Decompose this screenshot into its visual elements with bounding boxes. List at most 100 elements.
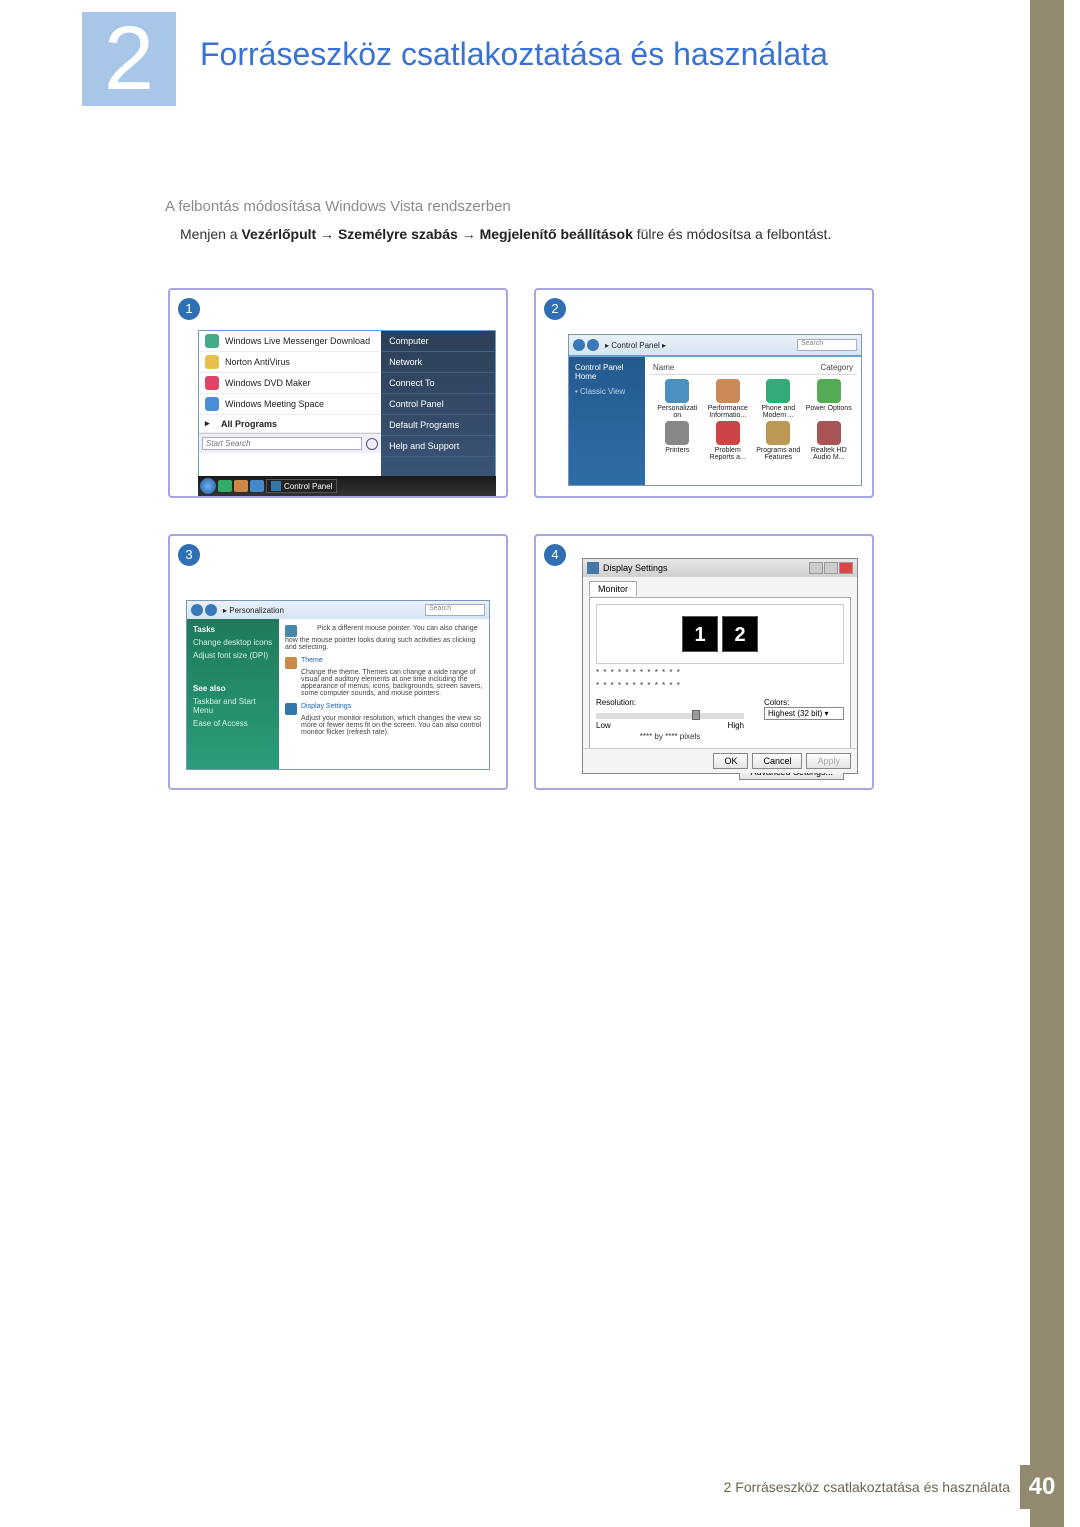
instruction-prefix: Menjen a bbox=[180, 226, 241, 242]
cancel-button[interactable]: Cancel bbox=[752, 753, 802, 769]
start-menu-left: Windows Live Messenger Download Norton A… bbox=[199, 331, 381, 485]
maximize-icon[interactable] bbox=[824, 562, 838, 574]
monitor-2[interactable]: 2 bbox=[722, 616, 758, 652]
taskbar: Control Panel bbox=[198, 476, 496, 496]
phone-icon bbox=[766, 379, 790, 403]
control-panel-icon bbox=[271, 481, 281, 491]
slider-thumb-icon[interactable] bbox=[692, 710, 700, 720]
start-item-label: Windows DVD Maker bbox=[225, 378, 311, 388]
search-input[interactable]: Search bbox=[797, 339, 857, 351]
classic-view-link[interactable]: • Classic View bbox=[575, 387, 639, 396]
instruction-path-2: Személyre szabás bbox=[338, 226, 458, 242]
resolution-block: Resolution: LowHigh **** by **** pixels bbox=[596, 698, 744, 741]
cp-item[interactable]: Power Options bbox=[805, 379, 854, 419]
search-input[interactable]: Search bbox=[425, 604, 485, 616]
placeholder-text: * * * * * * * * * * * * bbox=[596, 681, 844, 690]
colors-label: Colors: bbox=[764, 698, 789, 707]
tab-monitor[interactable]: Monitor bbox=[589, 581, 637, 596]
display-tab-content: 1 2 * * * * * * * * * * * * * * * * * * … bbox=[589, 597, 851, 769]
start-item[interactable]: Windows Meeting Space bbox=[199, 394, 381, 415]
all-programs-label: All Programs bbox=[221, 419, 277, 429]
cp-icon-grid: Personalizati on Performance Informatio.… bbox=[649, 375, 857, 465]
cp-item[interactable]: Problem Reports a... bbox=[704, 421, 753, 461]
ok-button[interactable]: OK bbox=[713, 753, 748, 769]
step-panel-1: 1 Windows Live Messenger Download Norton… bbox=[168, 288, 508, 498]
start-item[interactable]: Norton AntiVirus bbox=[199, 352, 381, 373]
taskbar-icon[interactable] bbox=[250, 480, 264, 492]
start-right-item[interactable]: Network bbox=[381, 352, 495, 373]
forward-icon[interactable] bbox=[587, 339, 599, 351]
forward-icon[interactable] bbox=[205, 604, 217, 616]
all-programs[interactable]: ▸All Programs bbox=[199, 415, 381, 433]
minimize-icon[interactable] bbox=[809, 562, 823, 574]
start-item[interactable]: Windows DVD Maker bbox=[199, 373, 381, 394]
cp-item[interactable]: Realtek HD Audio M... bbox=[805, 421, 854, 461]
start-search-input[interactable] bbox=[202, 437, 362, 450]
colors-select[interactable]: Highest (32 bit) ▾ bbox=[764, 707, 844, 720]
start-right-item[interactable]: Control Panel bbox=[381, 394, 495, 415]
app-icon bbox=[205, 376, 219, 390]
step-badge: 2 bbox=[544, 298, 566, 320]
window-titlebar: Display Settings bbox=[583, 559, 857, 577]
app-icon bbox=[205, 334, 219, 348]
page-footer: 2 Forráseszköz csatlakoztatása és haszná… bbox=[724, 1465, 1064, 1509]
instruction-suffix: fülre és módosítsa a felbontást. bbox=[637, 226, 832, 242]
start-search-row bbox=[199, 433, 381, 453]
power-icon bbox=[817, 379, 841, 403]
start-item-label: Norton AntiVirus bbox=[225, 357, 290, 367]
breadcrumb[interactable]: ▸ Personalization bbox=[223, 606, 284, 615]
resolution-slider[interactable] bbox=[596, 713, 744, 719]
step-badge: 1 bbox=[178, 298, 200, 320]
section-title: Display Settings bbox=[301, 703, 351, 710]
monitor-preview: 1 2 bbox=[596, 604, 844, 664]
section[interactable]: Pick a different mouse pointer. You can … bbox=[285, 625, 483, 651]
start-right-item[interactable]: Computer bbox=[381, 331, 495, 352]
cp-sidebar: Control Panel Home • Classic View bbox=[569, 357, 645, 485]
start-right-item[interactable]: Default Programs bbox=[381, 415, 495, 436]
task-link[interactable]: Ease of Access bbox=[193, 719, 273, 728]
printers-icon bbox=[665, 421, 689, 445]
display-icon bbox=[285, 703, 297, 715]
cp-item[interactable]: Programs and Features bbox=[754, 421, 803, 461]
arrow-icon: → bbox=[462, 226, 480, 242]
cp-home-link[interactable]: Control Panel Home bbox=[575, 363, 639, 381]
start-item[interactable]: Windows Live Messenger Download bbox=[199, 331, 381, 352]
mouse-icon bbox=[285, 625, 297, 637]
tasks-sidebar: Tasks Change desktop icons Adjust font s… bbox=[187, 619, 279, 769]
close-icon[interactable] bbox=[839, 562, 853, 574]
section[interactable]: Display SettingsAdjust your monitor reso… bbox=[285, 703, 483, 736]
cp-item[interactable]: Printers bbox=[653, 421, 702, 461]
cp-item[interactable]: Phone and Modem ... bbox=[754, 379, 803, 419]
taskbar-control-panel[interactable]: Control Panel bbox=[266, 479, 337, 493]
cp-item[interactable]: Performance Informatio... bbox=[704, 379, 753, 419]
start-item-label: Windows Meeting Space bbox=[225, 399, 324, 409]
start-right-item[interactable]: Help and Support bbox=[381, 436, 495, 457]
start-orb-icon[interactable] bbox=[200, 478, 216, 494]
monitor-1[interactable]: 1 bbox=[682, 616, 718, 652]
search-icon[interactable] bbox=[366, 438, 378, 450]
task-link[interactable]: Taskbar and Start Menu bbox=[193, 697, 273, 715]
step-badge: 3 bbox=[178, 544, 200, 566]
section[interactable]: ThemeChange the theme. Themes can change… bbox=[285, 657, 483, 697]
slider-low: Low bbox=[596, 721, 611, 730]
col-category[interactable]: Category bbox=[821, 363, 853, 372]
apply-button[interactable]: Apply bbox=[806, 753, 851, 769]
col-name[interactable]: Name bbox=[653, 363, 821, 372]
personalization-icon bbox=[665, 379, 689, 403]
dialog-buttons: OK Cancel Apply bbox=[583, 748, 857, 773]
back-icon[interactable] bbox=[573, 339, 585, 351]
page-side-stripe bbox=[1030, 0, 1064, 1527]
instruction-text: Menjen a Vezérlőpult → Személyre szabás … bbox=[180, 226, 831, 242]
back-icon[interactable] bbox=[191, 604, 203, 616]
taskbar-icon[interactable] bbox=[218, 480, 232, 492]
task-link[interactable]: Adjust font size (DPI) bbox=[193, 651, 273, 660]
placeholder-text: * * * * * * * * * * * * bbox=[596, 668, 844, 677]
cp-item[interactable]: Personalizati on bbox=[653, 379, 702, 419]
taskbar-icon[interactable] bbox=[234, 480, 248, 492]
arrow-icon: → bbox=[320, 226, 338, 242]
start-right-item[interactable]: Connect To bbox=[381, 373, 495, 394]
task-link[interactable]: Change desktop icons bbox=[193, 638, 273, 647]
breadcrumb[interactable]: ▸ Control Panel ▸ bbox=[605, 341, 666, 350]
theme-icon bbox=[285, 657, 297, 669]
resolution-label: Resolution: bbox=[596, 698, 636, 707]
